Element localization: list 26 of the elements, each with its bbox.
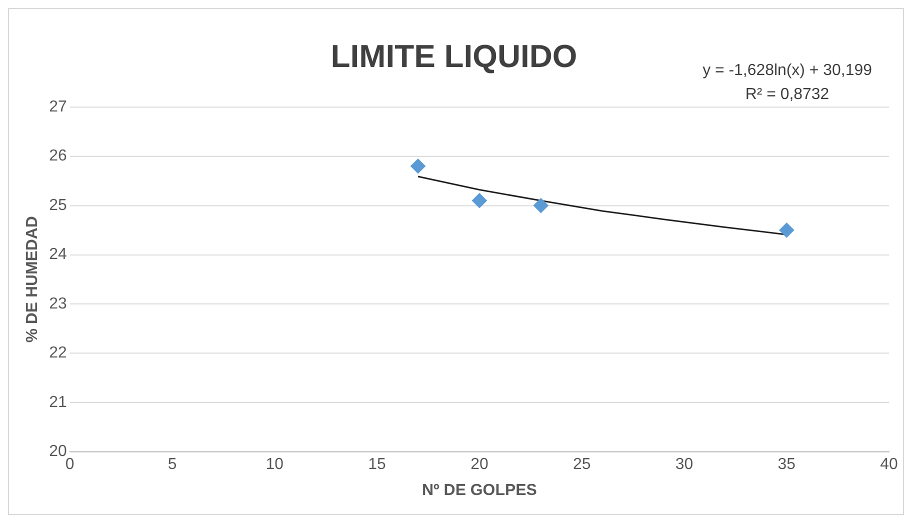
y-tick-label: 23 xyxy=(49,295,67,312)
point xyxy=(533,198,548,214)
y-tick-label: 22 xyxy=(49,344,67,362)
x-tick-label: 40 xyxy=(880,456,898,473)
x-tick-label: 20 xyxy=(470,456,488,473)
x-tick-label: 5 xyxy=(168,456,177,473)
y-tick-label: 26 xyxy=(49,148,67,165)
x-tick-label: 30 xyxy=(675,456,694,473)
x-tick-label: 35 xyxy=(778,456,796,473)
point xyxy=(472,193,487,208)
chart-title: LIMITE LIQUIDO xyxy=(330,38,578,74)
x-tick-label: 25 xyxy=(572,456,591,473)
point xyxy=(410,158,426,174)
x-tick-label: 15 xyxy=(368,456,386,473)
x-tick-label: 10 xyxy=(266,456,284,473)
x-axis-title: Nº DE GOLPES xyxy=(422,482,537,499)
text: y = -1,628ln(x) + 30,199 xyxy=(702,62,872,80)
y-tick-label: 20 xyxy=(49,443,67,460)
point xyxy=(779,222,794,238)
y-tick-label: 24 xyxy=(49,246,67,264)
y-axis-title: % DE HUMEDAD xyxy=(24,216,41,343)
y-tick-label: 27 xyxy=(49,98,67,116)
x-tick-label: 0 xyxy=(65,456,74,473)
y-tick-label: 21 xyxy=(49,394,67,411)
text: R² = 0,8732 xyxy=(745,86,830,104)
y-tick-label: 25 xyxy=(49,196,67,214)
